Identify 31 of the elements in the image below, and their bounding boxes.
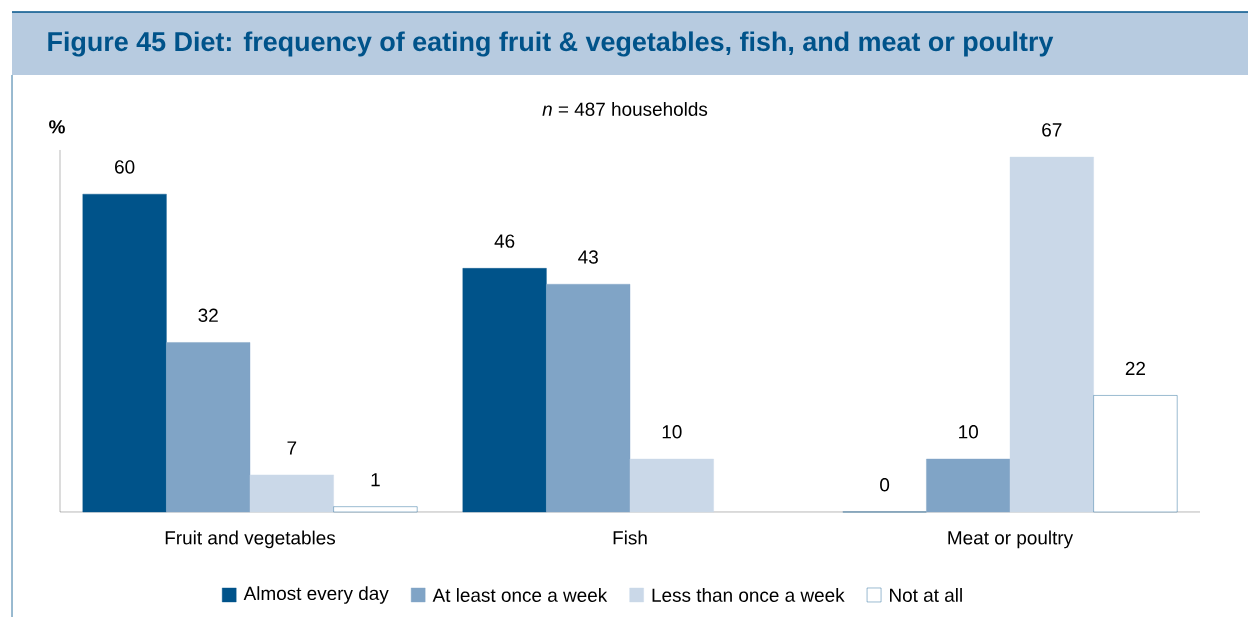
- bar: [249, 474, 334, 513]
- data-label: 67: [1042, 123, 1062, 137]
- bar: [462, 268, 547, 513]
- legend-label: Not at all: [890, 588, 962, 602]
- legend-label: Less than once a week: [652, 588, 845, 602]
- bar: [926, 458, 1011, 513]
- data-label: 46: [494, 234, 515, 248]
- bar: [166, 342, 251, 513]
- data-label: 10: [662, 425, 682, 439]
- bar: [546, 284, 631, 513]
- data-label: 60: [115, 160, 135, 174]
- x-tick-label: Meat or poultry: [948, 530, 1074, 549]
- chart-subtitle: n = 487 households: [542, 102, 708, 116]
- data-label: 10: [959, 425, 978, 439]
- bar: [1093, 395, 1178, 513]
- legend-label: At least once a week: [432, 588, 608, 602]
- data-label: 0: [880, 478, 890, 492]
- data-label: 7: [287, 441, 297, 455]
- bar: [82, 193, 167, 513]
- bar: [629, 458, 714, 513]
- data-label: 32: [198, 308, 218, 322]
- data-label: 43: [578, 250, 598, 264]
- data-label: 22: [1125, 361, 1145, 375]
- chart-title: Figure 45 Diet: frequency of eating fruit & vegetables, fish, and meat or poultry: [48, 31, 1054, 57]
- data-label: 1: [371, 473, 380, 487]
- legend-label: Almost every day: [243, 586, 389, 604]
- y-axis-title: %: [49, 120, 65, 134]
- x-tick-label: Fish: [613, 530, 647, 545]
- bar: [333, 506, 418, 513]
- x-tick-label: Fruit and vegetables: [165, 530, 336, 549]
- bar: [1009, 156, 1094, 513]
